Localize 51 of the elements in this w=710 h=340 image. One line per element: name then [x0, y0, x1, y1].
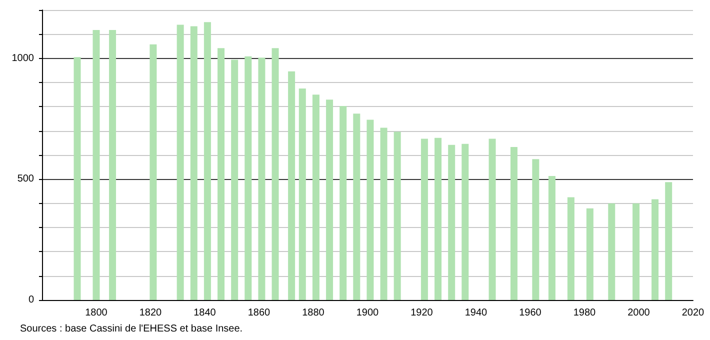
- bar: [190, 26, 198, 300]
- x-tick-label: 1840: [194, 308, 216, 318]
- bar: [448, 144, 456, 300]
- bar: [462, 144, 469, 300]
- bar: [218, 48, 225, 300]
- bar: [204, 22, 211, 300]
- bar: [244, 56, 252, 300]
- x-tick-label: 1820: [139, 308, 162, 318]
- x-tick-label: 1940: [464, 308, 488, 318]
- bar: [288, 71, 296, 300]
- bar: [366, 120, 374, 300]
- bar: [150, 44, 157, 300]
- y-tick-label: 0: [28, 294, 34, 306]
- bar: [340, 106, 347, 300]
- bar: [353, 114, 360, 300]
- bar: [510, 147, 518, 300]
- bar: [326, 100, 334, 300]
- x-tick-label: 1800: [85, 308, 108, 318]
- bar: [586, 208, 594, 300]
- bar: [652, 199, 659, 300]
- bar: [632, 203, 640, 300]
- x-tick-label: 1980: [573, 308, 596, 318]
- bar: [394, 132, 401, 300]
- x-tick-label: 2000: [628, 308, 650, 318]
- bar: [488, 138, 496, 300]
- bar: [298, 88, 306, 300]
- x-tick-label: 1880: [302, 308, 325, 318]
- bar: [434, 138, 442, 300]
- bar: [665, 182, 672, 300]
- y-tick-label: 500: [17, 174, 34, 185]
- x-tick-label: 1860: [248, 308, 271, 318]
- y-tick-label: 1000: [12, 52, 34, 64]
- bar: [92, 30, 100, 300]
- bar: [608, 203, 616, 300]
- x-tick-label: 1960: [519, 308, 542, 318]
- bar: [74, 57, 81, 300]
- x-tick-label: 2020: [682, 308, 705, 318]
- bar: [272, 48, 279, 300]
- source-note: Sources : base Cassini de l'EHESS et base Insee.: [20, 324, 243, 334]
- bar: [231, 60, 238, 300]
- bar: [420, 138, 428, 300]
- x-tick-label: 1900: [356, 308, 380, 318]
- bar: [176, 24, 184, 300]
- x-tick-label: 1920: [410, 308, 434, 318]
- bar: [567, 197, 574, 300]
- bar: [532, 159, 540, 300]
- bar: [548, 176, 556, 300]
- bar: [109, 30, 116, 300]
- bar: [380, 128, 388, 300]
- bar: [258, 58, 266, 300]
- bar: [312, 94, 320, 300]
